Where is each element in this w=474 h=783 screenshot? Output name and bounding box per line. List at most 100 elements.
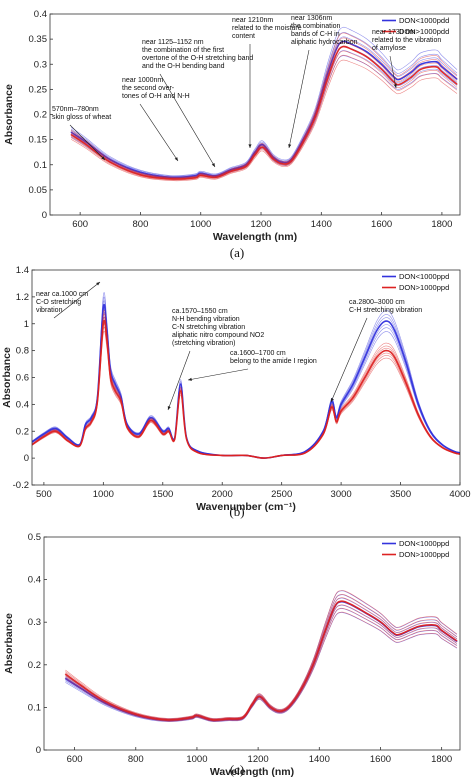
data-point <box>411 76 413 78</box>
y-tick-label: 0.1 <box>28 702 41 713</box>
y-tick-label: 0.4 <box>16 399 29 410</box>
data-point <box>453 452 455 454</box>
data-point <box>340 600 342 602</box>
annotation-line: belong to the amide I region <box>230 358 317 365</box>
data-point <box>288 706 290 708</box>
data-point <box>102 307 104 309</box>
y-tick-label: 0.4 <box>34 9 47 20</box>
x-tick-label: 800 <box>128 754 144 765</box>
data-point <box>162 433 164 435</box>
series-line-low-spread <box>32 292 460 459</box>
y-tick-label: 0.1 <box>34 160 47 171</box>
annotation-line: C-O stretching <box>36 299 81 306</box>
series-line-high-spread <box>65 590 458 719</box>
annotation-line: ca.2800–3000 cm <box>349 299 405 306</box>
series-line-low-spread <box>65 604 458 722</box>
data-point <box>96 401 98 403</box>
data-point <box>67 440 69 442</box>
annotation-line: and the O-H bending band <box>142 63 225 70</box>
data-point <box>379 621 382 623</box>
data-point <box>417 403 419 405</box>
annotation-line: near ca.1000 cm <box>36 291 88 298</box>
y-tick-label: 0.35 <box>29 34 48 45</box>
data-point <box>114 390 116 392</box>
annotation-line: near 1306nm <box>291 15 332 22</box>
data-point <box>324 629 327 631</box>
data-point <box>399 83 401 85</box>
annotation-text: 570nm–780nm skin gloss of wheat <box>52 106 111 121</box>
y-tick-label: 0.2 <box>28 660 41 671</box>
data-point <box>196 714 198 717</box>
data-point <box>269 706 271 708</box>
data-point <box>200 174 202 176</box>
annotation: 570nm–780nm skin gloss of wheat <box>52 106 111 161</box>
y-tick-label: 0.2 <box>16 426 29 437</box>
data-point <box>194 177 196 179</box>
data-point <box>304 452 307 454</box>
data-point <box>90 421 93 423</box>
annotation: near 1125–1152 nm the combination of the … <box>142 39 253 168</box>
y-tick-label: 0.8 <box>16 346 29 357</box>
y-tick-label: 0 <box>24 453 29 464</box>
annotation-line: N-H bending vibration <box>172 316 240 323</box>
data-point <box>242 717 244 719</box>
series-line-low-mean <box>70 40 458 179</box>
data-point <box>349 603 351 605</box>
series-line-high-spread <box>70 32 458 178</box>
data-point <box>120 401 122 403</box>
annotation-arrowhead <box>331 398 334 402</box>
data-point <box>333 606 336 608</box>
data-point <box>335 417 337 419</box>
series-line-low-spread <box>70 55 458 180</box>
annotation-arrow <box>187 368 249 381</box>
series-line-high-mean <box>64 600 458 721</box>
data-point <box>302 141 304 143</box>
y-tick-label: 0 <box>36 745 41 756</box>
annotation-text: near 1000nm the second over-tones of O-H … <box>122 77 190 100</box>
data-point <box>215 176 217 178</box>
data-point <box>365 56 368 58</box>
data-point <box>259 695 261 697</box>
data-point <box>43 436 45 438</box>
annotation-line: the second over- <box>122 85 175 92</box>
data-point <box>385 320 387 322</box>
legend: DON<1000ppd DON>1000ppd <box>382 539 449 559</box>
annotation-line: aliphatic nitro compound NO2 <box>172 332 264 339</box>
annotation-line: near 1730 nm <box>372 29 415 36</box>
data-point <box>340 403 342 405</box>
series-line-low-spread <box>65 608 458 722</box>
annotation-text: near 1306nm the combination bands of C-H i… <box>291 15 358 46</box>
annotation: ca.1600–1700 cm belong to the amide I reg… <box>187 350 317 381</box>
data-point <box>394 356 396 358</box>
annotation-arrow <box>167 350 191 411</box>
x-tick-label: 1800 <box>431 219 452 230</box>
data-point <box>168 430 170 432</box>
x-tick-label: 1500 <box>152 489 173 500</box>
data-point <box>84 427 87 430</box>
legend-entry: DON<1000ppd <box>399 539 449 548</box>
x-tick-label: 1200 <box>250 219 271 230</box>
panel-label: (c) <box>230 762 244 777</box>
data-point <box>376 329 378 332</box>
data-point <box>456 640 458 642</box>
data-point <box>67 437 69 439</box>
series-line-high-spread <box>70 50 458 180</box>
annotation-line: tones of O-H and N-H <box>122 93 190 100</box>
data-point <box>78 445 81 447</box>
series-line-high-mean <box>70 45 458 180</box>
data-point <box>399 78 401 80</box>
data-point <box>278 710 281 712</box>
annotation-arrow <box>159 73 216 168</box>
y-tick-label: 0.3 <box>28 617 41 628</box>
series-line-low-spread <box>70 32 458 177</box>
series-line-low-spread <box>65 594 458 720</box>
plot-frame <box>43 536 461 751</box>
x-tick-label: 1800 <box>431 754 452 765</box>
legend: DON<1000ppd DON>1000ppd <box>382 272 449 292</box>
legend: DON<1000pdd DON>1000pdd <box>382 16 449 36</box>
annotation-line: C-N stretching vibration <box>172 324 245 331</box>
data-point <box>114 383 116 385</box>
data-point <box>300 689 302 691</box>
series-line-low-spread <box>70 45 458 179</box>
annotation-text: near ca.1000 cm C-O stretching vibration <box>36 291 88 314</box>
